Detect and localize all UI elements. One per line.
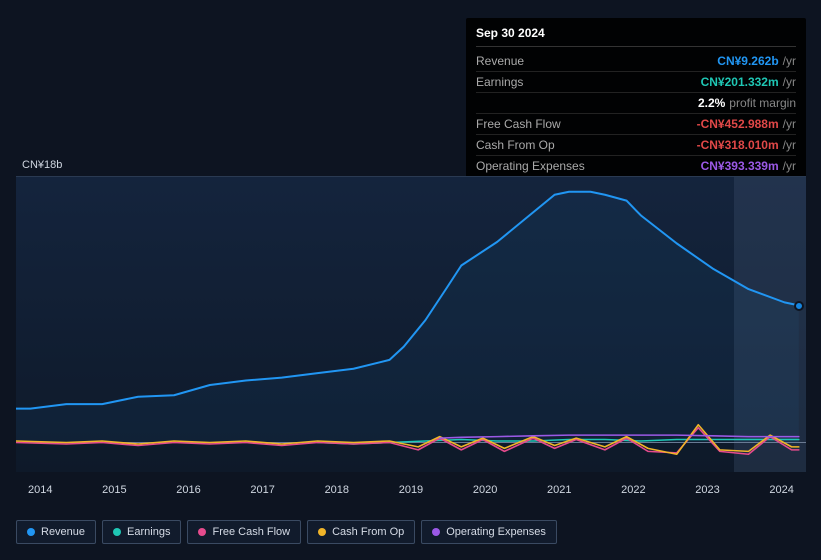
legend-dot-icon [198, 528, 206, 536]
tooltip-row-value: -CN¥318.010m/yr [697, 138, 796, 152]
x-axis-labels: 2014 2015 2016 2017 2018 2019 2020 2021 2022 2023… [16, 484, 806, 496]
legend-item[interactable]: Free Cash Flow [187, 520, 301, 544]
tooltip-row-value: -CN¥452.988m/yr [697, 117, 796, 131]
tooltip-row-value: CN¥9.262b/yr [717, 54, 796, 68]
tooltip-date: Sep 30 2024 [476, 26, 796, 47]
legend-label: Revenue [41, 526, 85, 538]
legend-label: Earnings [127, 526, 170, 538]
tooltip-row-value: CN¥201.332m/yr [701, 75, 796, 89]
x-tick-label: 2014 [28, 484, 52, 496]
x-tick-label: 2023 [695, 484, 719, 496]
tooltip-row-label: Cash From Op [476, 138, 555, 152]
x-tick-label: 2018 [325, 484, 349, 496]
tooltip-row-value: CN¥393.339m/yr [701, 159, 796, 173]
chart-svg [16, 177, 806, 472]
tooltip-row: Revenue CN¥9.262b/yr [476, 51, 796, 72]
tooltip-row-label: Revenue [476, 54, 524, 68]
hover-tooltip: Sep 30 2024 Revenue CN¥9.262b/yr Earnings C… [466, 18, 806, 184]
legend-dot-icon [27, 528, 35, 536]
legend-dot-icon [318, 528, 326, 536]
x-tick-label: 2022 [621, 484, 645, 496]
x-tick-label: 2019 [399, 484, 423, 496]
tooltip-row: Free Cash Flow -CN¥452.988m/yr [476, 114, 796, 135]
tooltip-row-value: 2.2%profit margin [698, 96, 796, 110]
tooltip-row: Operating Expenses CN¥393.339m/yr [476, 156, 796, 176]
legend-item[interactable]: Cash From Op [307, 520, 415, 544]
tooltip-row-label: Earnings [476, 75, 523, 89]
tooltip-row: Cash From Op -CN¥318.010m/yr [476, 135, 796, 156]
legend: Revenue Earnings Free Cash Flow Cash From O… [16, 520, 557, 544]
line-chart[interactable] [16, 176, 806, 472]
legend-label: Cash From Op [332, 526, 404, 538]
x-tick-label: 2024 [769, 484, 793, 496]
x-tick-label: 2021 [547, 484, 571, 496]
legend-item[interactable]: Revenue [16, 520, 96, 544]
y-tick-label: CN¥18b [22, 159, 62, 171]
x-tick-label: 2015 [102, 484, 126, 496]
legend-label: Free Cash Flow [212, 526, 290, 538]
x-tick-label: 2020 [473, 484, 497, 496]
tooltip-rows: Revenue CN¥9.262b/yr Earnings CN¥201.332m/y… [476, 51, 796, 176]
tooltip-row: Earnings CN¥201.332m/yr [476, 72, 796, 93]
tooltip-row-label: Operating Expenses [476, 159, 585, 173]
legend-item[interactable]: Earnings [102, 520, 181, 544]
legend-label: Operating Expenses [446, 526, 546, 538]
tooltip-row-label: Free Cash Flow [476, 117, 561, 131]
hover-marker [794, 301, 804, 311]
legend-dot-icon [113, 528, 121, 536]
x-tick-label: 2016 [176, 484, 200, 496]
tooltip-row: 2.2%profit margin [476, 93, 796, 114]
chart-container: Sep 30 2024 Revenue CN¥9.262b/yr Earnings C… [0, 0, 821, 560]
x-tick-label: 2017 [250, 484, 274, 496]
legend-dot-icon [432, 528, 440, 536]
legend-item[interactable]: Operating Expenses [421, 520, 557, 544]
